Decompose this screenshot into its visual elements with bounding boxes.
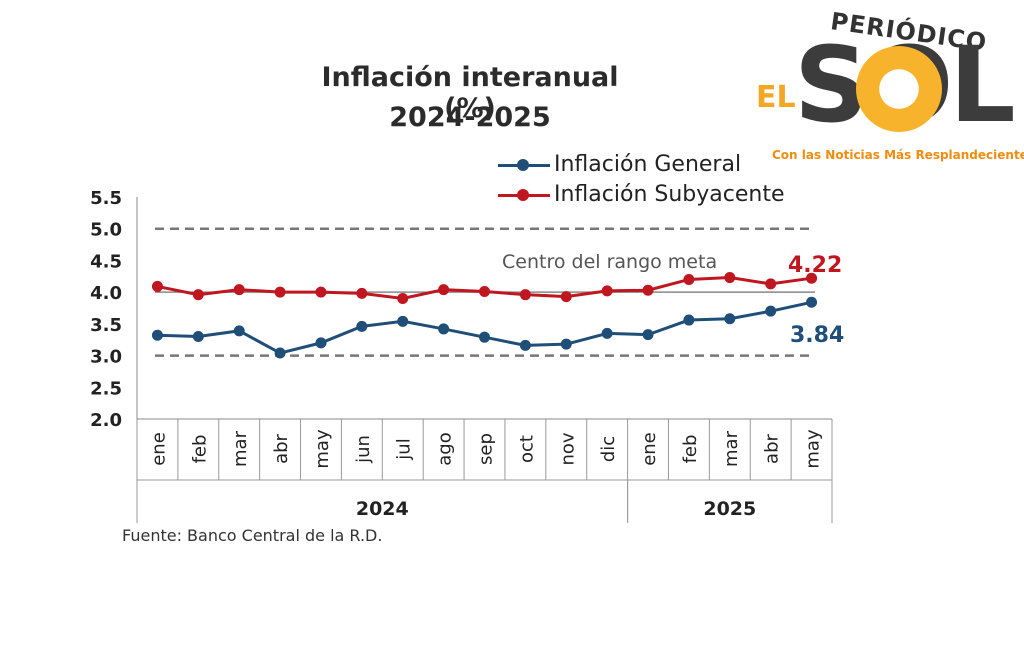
- periodico-el-sol-logo: PERIÓDICO EL SOL Con las Noticias Más Re…: [752, 6, 1024, 176]
- data-point: [233, 284, 245, 296]
- data-point: [683, 314, 695, 326]
- x-tick-label: oct: [516, 435, 537, 463]
- y-tick-label: 3.0: [90, 347, 122, 368]
- x-tick-label: feb: [189, 435, 210, 464]
- legend-label-subyacente: Inflación Subyacente: [554, 182, 785, 207]
- x-tick-label: abr: [762, 433, 783, 463]
- data-point: [192, 289, 204, 301]
- data-point: [601, 285, 613, 297]
- data-point: [806, 296, 818, 308]
- data-point: [560, 338, 572, 350]
- data-point: [642, 284, 654, 296]
- data-point: [274, 286, 286, 298]
- data-point: [151, 280, 163, 292]
- source-note: Fuente: Banco Central de la R.D.: [122, 526, 383, 545]
- last-value-general: 3.84: [790, 323, 844, 348]
- data-point: [274, 347, 286, 359]
- data-point: [724, 272, 736, 284]
- year-label: 2024: [356, 498, 409, 520]
- data-point: [151, 329, 163, 341]
- data-point: [479, 286, 490, 298]
- chart-subtitle: 2024-2025: [389, 102, 551, 133]
- data-point: [397, 292, 409, 304]
- series-line-general: [157, 300, 812, 355]
- data-point: [519, 339, 531, 351]
- y-tick-label: 4.5: [90, 251, 122, 272]
- data-point: [765, 278, 777, 290]
- legend-item-general: Inflación General: [498, 152, 741, 177]
- legend-swatch-subyacente: [498, 187, 550, 203]
- x-tick-label: sep: [476, 433, 497, 465]
- data-point: [806, 272, 818, 284]
- y-tick-label: 2.0: [90, 410, 122, 431]
- x-tick-label: mar: [230, 430, 251, 467]
- data-point: [192, 331, 204, 343]
- x-tick-label: jun: [353, 435, 374, 464]
- data-point: [315, 286, 327, 298]
- data-point: [315, 337, 327, 349]
- logo-tagline: Con las Noticias Más Resplandecientes: [772, 148, 1024, 162]
- x-tick-label: dic: [598, 436, 619, 462]
- legend-item-subyacente: Inflación Subyacente: [498, 182, 784, 207]
- year-label: 2025: [703, 498, 756, 520]
- last-value-subyacente: 4.22: [788, 253, 842, 278]
- y-tick-label: 4.0: [90, 283, 122, 304]
- data-point: [356, 287, 368, 299]
- legend-label-general: Inflación General: [554, 152, 742, 177]
- x-tick-label: mar: [721, 430, 742, 467]
- data-point: [438, 323, 450, 335]
- x-tick-label: may: [312, 429, 333, 469]
- x-tick-label: may: [803, 429, 824, 469]
- sun-icon: [856, 46, 942, 132]
- logo-el: EL: [756, 80, 796, 115]
- x-tick-label: ene: [639, 432, 660, 466]
- legend-swatch-general: [498, 157, 550, 173]
- x-tick-label: ene: [148, 432, 169, 466]
- data-point: [233, 325, 245, 337]
- y-tick-label: 3.5: [90, 315, 122, 336]
- x-tick-label: nov: [557, 432, 578, 465]
- target-range-label: Centro del rango meta: [502, 251, 717, 273]
- data-point: [519, 289, 531, 301]
- x-tick-label: jul: [394, 438, 415, 460]
- chart-title: Inflación interanual (%): [321, 62, 619, 124]
- y-tick-label: 5.5: [90, 188, 122, 209]
- data-point: [356, 320, 368, 332]
- x-tick-label: ago: [435, 432, 456, 465]
- data-point: [683, 273, 695, 285]
- data-point: [601, 327, 613, 339]
- y-tick-label: 5.0: [90, 220, 122, 241]
- data-point: [765, 305, 777, 317]
- x-tick-label: feb: [680, 435, 701, 464]
- data-point: [479, 331, 490, 343]
- data-point: [560, 291, 572, 303]
- data-point: [642, 329, 654, 341]
- data-point: [724, 313, 736, 325]
- data-point: [438, 284, 450, 296]
- x-tick-label: abr: [271, 433, 292, 463]
- y-tick-label: 2.5: [90, 378, 122, 399]
- data-point: [397, 315, 409, 327]
